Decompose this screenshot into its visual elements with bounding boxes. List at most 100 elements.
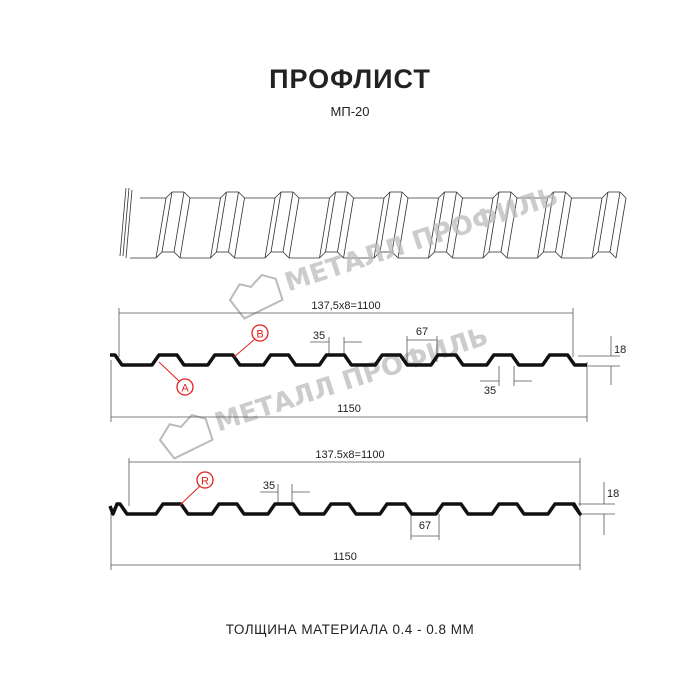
sheet-edge: [125, 189, 133, 259]
top-width-label: 35: [313, 330, 325, 342]
sheet-edge: [234, 197, 245, 259]
material-thickness-note: ТОЛЩИНА МАТЕРИАЛА 0.4 - 0.8 ММ: [226, 622, 475, 637]
sheet-edge: [500, 251, 508, 259]
sheet-edge: [119, 187, 127, 257]
sheet-edge: [401, 191, 409, 199]
profile-b-line: [108, 502, 582, 516]
sheet-edge: [492, 191, 500, 199]
sheet-edge: [220, 191, 227, 199]
sheet-edge: [482, 251, 490, 259]
sheet-edge: [397, 197, 409, 259]
sheet-3d-view: [119, 187, 627, 259]
sheet-edge: [547, 191, 554, 199]
sheet-edge: [565, 191, 572, 199]
sheet-edge: [165, 191, 173, 199]
sheet-edge: [288, 197, 300, 259]
sheet-edge: [122, 187, 130, 257]
sheet-edge: [274, 191, 282, 199]
sheet-edge: [155, 251, 163, 259]
sheet-edge: [609, 191, 621, 253]
sheet-edge: [319, 251, 326, 259]
page-title: ПРОФЛИСТ: [269, 64, 431, 94]
sheet-edge: [379, 191, 391, 253]
sheet-edge: [391, 251, 399, 259]
sheet-edge: [428, 251, 435, 259]
sheet-edge: [446, 251, 453, 259]
sheet-edge: [482, 197, 494, 259]
trough-label: 67: [416, 326, 428, 338]
sheet-edge: [597, 191, 609, 253]
profile-a: 137,5x8=1100 1150 35 67 35 18 B A: [110, 300, 626, 422]
sheet-edge: [270, 191, 282, 253]
sheet-edge: [510, 191, 518, 199]
sheet-edge: [555, 251, 562, 259]
sheet-edge: [452, 197, 463, 259]
sheet-edge: [343, 197, 354, 259]
sheet-edge: [347, 191, 354, 199]
sheet-edge: [488, 191, 500, 253]
sheet-edge: [373, 251, 381, 259]
top-width-label: 35: [263, 480, 275, 492]
pitch-label: 137,5x8=1100: [311, 300, 380, 312]
height-label: 18: [607, 488, 619, 500]
svg-text:МЕТАЛЛ ПРОФИЛЬ: МЕТАЛЛ ПРОФИЛЬ: [281, 181, 562, 298]
sheet-edge: [391, 191, 403, 253]
profile-b: 137.5x8=1100 1150 35 67 18 R: [108, 449, 619, 570]
sheet-edge: [282, 251, 290, 259]
sheet-edge: [264, 197, 276, 259]
sheet-edge: [161, 191, 173, 253]
sheet-edge: [555, 191, 566, 253]
width-label: 1150: [337, 403, 361, 415]
sheet-edge: [337, 191, 348, 253]
sheet-edge: [619, 191, 627, 199]
sheet-edge: [216, 191, 227, 253]
sheet-edge: [456, 191, 463, 199]
sheet-edge: [238, 191, 245, 199]
sheet-edge: [537, 251, 544, 259]
svg-text:МЕТАЛЛ ПРОФИЛЬ: МЕТАЛЛ ПРОФИЛЬ: [211, 321, 492, 438]
sheet-edge: [325, 191, 336, 253]
sheet-edge: [183, 191, 191, 199]
sheet-edge: [438, 191, 445, 199]
marker-b: B: [233, 324, 269, 358]
sheet-edge: [591, 197, 603, 259]
width-label: 1150: [333, 551, 357, 563]
trough-label: 67: [419, 520, 431, 532]
sheet-edge: [319, 197, 330, 259]
sheet-edge: [264, 251, 272, 259]
sheet-edge: [228, 191, 239, 253]
page-subtitle: МП-20: [331, 104, 370, 119]
sheet-edge: [210, 251, 217, 259]
sheet-edge: [179, 197, 191, 259]
sheet-edge: [329, 191, 336, 199]
sheet-edge: [282, 191, 294, 253]
sheet-edge: [210, 197, 221, 259]
watermark-logo-icon: [158, 413, 214, 460]
sheet-edge: [173, 251, 181, 259]
watermark-logo-icon: [228, 273, 284, 320]
sheet-edge: [561, 197, 572, 259]
sheet-edge: [615, 197, 627, 259]
svg-text:R: R: [201, 476, 209, 488]
bottom-width-label: 35: [484, 385, 496, 397]
sheet-edge: [173, 191, 185, 253]
sheet-edge: [373, 197, 385, 259]
marker-a: A: [158, 361, 194, 396]
watermark-1: МЕТАЛЛ ПРОФИЛЬ: [228, 181, 562, 320]
svg-text:A: A: [181, 383, 189, 395]
sheet-edge: [609, 251, 617, 259]
marker-r: R: [179, 471, 214, 506]
sheet-edge: [500, 191, 512, 253]
svg-text:B: B: [256, 329, 263, 341]
sheet-edge: [537, 197, 548, 259]
profile-a-line: [110, 353, 587, 367]
height-label: 18: [614, 344, 626, 356]
sheet-edge: [337, 251, 344, 259]
sheet-edge: [601, 191, 609, 199]
sheet-edge: [591, 251, 599, 259]
sheet-edge: [428, 197, 439, 259]
sheet-edge: [446, 191, 457, 253]
sheet-edge: [228, 251, 235, 259]
sheet-edge: [506, 197, 518, 259]
